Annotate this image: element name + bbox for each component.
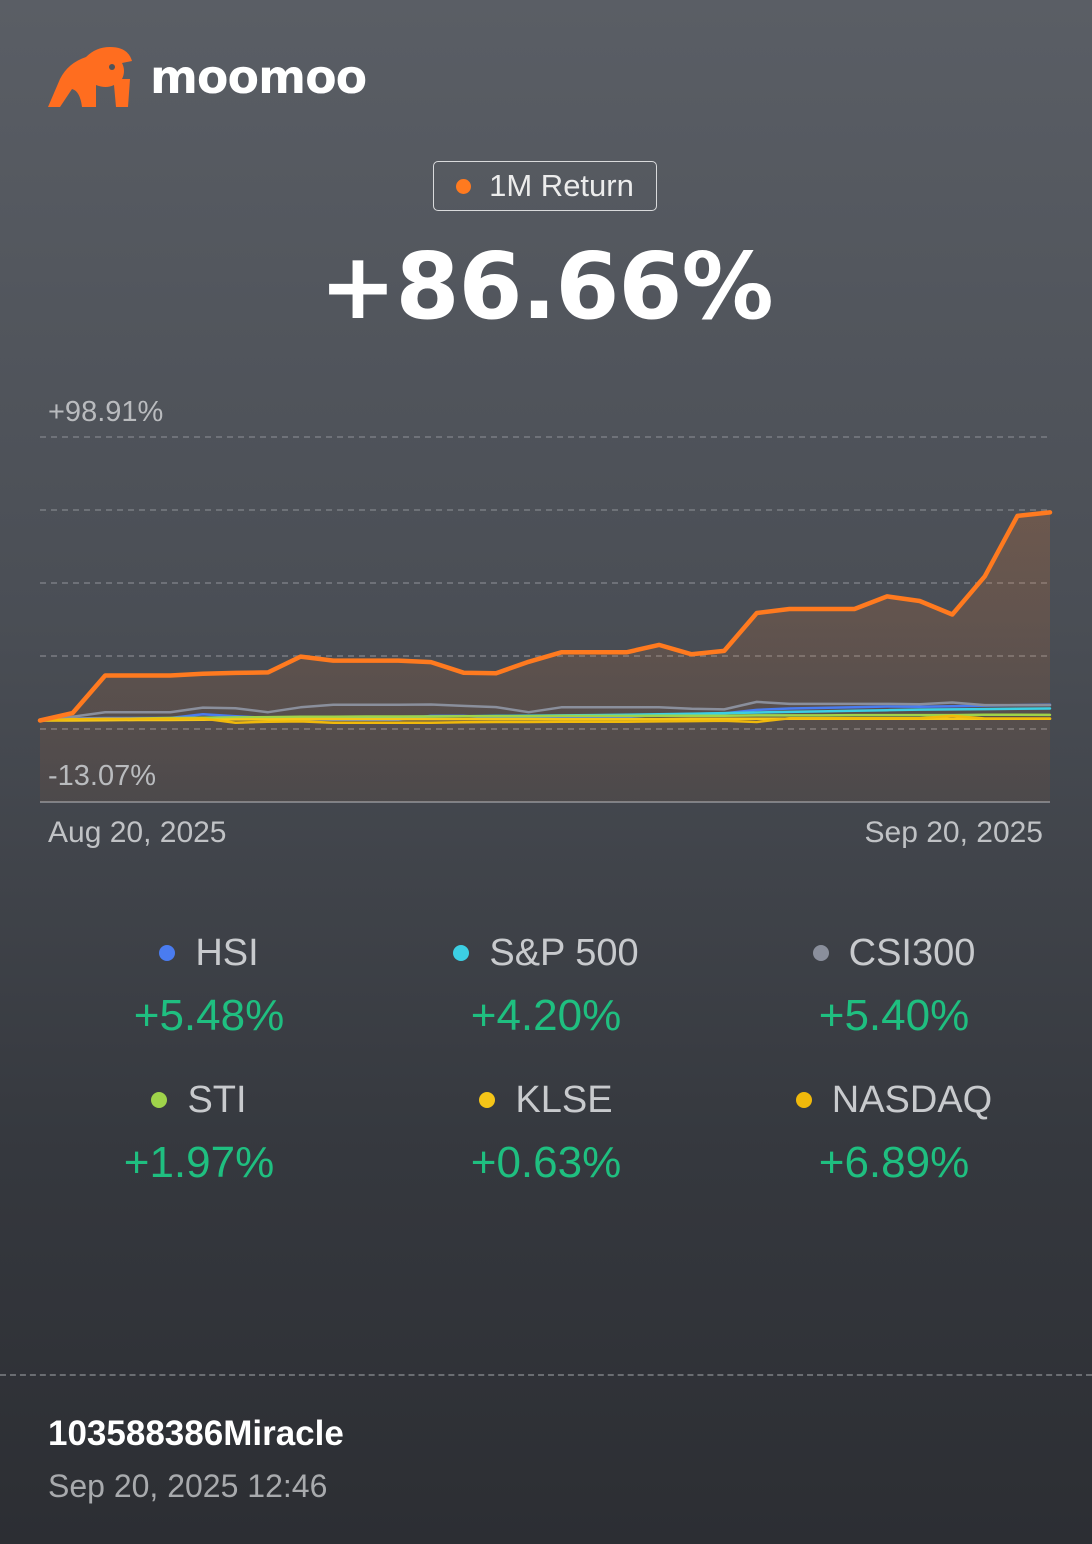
bull-logo-icon [48,47,132,107]
csi300-legend-dot [812,945,829,961]
return-value: +86.66% [319,233,773,340]
series-line-csi300 [38,700,1052,722]
klse-legend-dot [479,1092,496,1108]
benchmark-name: HSI [195,931,259,974]
benchmark-csi300: CSI300 +5.40% [712,925,1076,1041]
y-axis-min-label: -13.07% [48,760,156,792]
sti-legend-dot [151,1092,168,1108]
benchmark-name: STI [187,1078,247,1121]
benchmark-name: CSI300 [848,931,976,974]
benchmark-sp500: S&P 500 +4.20% [364,925,728,1041]
username: 103588386Miracle [48,1414,344,1453]
benchmark-value: +5.40% [818,991,970,1040]
footer-divider [0,1374,1092,1376]
benchmark-value: +4.20% [470,991,622,1040]
benchmark-name: S&P 500 [489,931,639,974]
brand-name: moomoo [150,50,367,104]
x-axis-end-label: Sep 20, 2025 [865,816,1044,849]
benchmark-value: +5.48% [133,991,285,1040]
y-axis-max-label: +98.91% [48,396,163,428]
benchmark-value: +6.89% [818,1138,970,1187]
return-chart: +98.91% -13.07% Aug 20, 2025 Sep 20, 202… [37,396,1053,849]
benchmark-klse: KLSE +0.63% [364,1072,728,1188]
series-line-nasdaq [38,714,1052,725]
series-line-1m-return [37,510,1053,723]
benchmark-hsi: HSI +5.48% [27,925,391,1041]
benchmark-value: +0.63% [470,1138,622,1187]
benchmark-value: +1.97% [123,1138,275,1187]
return-legend-dot [456,178,472,194]
sp500-legend-dot [453,945,470,961]
benchmark-name: KLSE [515,1078,613,1121]
return-period-badge[interactable]: 1M Return [433,161,657,211]
nasdaq-legend-dot [795,1092,812,1108]
brand-logo: moomoo [46,44,367,110]
share-timestamp: Sep 20, 2025 12:46 [48,1468,328,1504]
hsi-legend-dot [159,945,176,961]
return-period-label: 1M Return [489,168,634,203]
series-line-sti [38,713,1052,722]
benchmark-nasdaq: NASDAQ +6.89% [712,1072,1076,1188]
benchmark-name: NASDAQ [831,1078,993,1121]
x-axis-start-label: Aug 20, 2025 [48,816,227,849]
benchmark-sti: STI +1.97% [17,1072,381,1188]
